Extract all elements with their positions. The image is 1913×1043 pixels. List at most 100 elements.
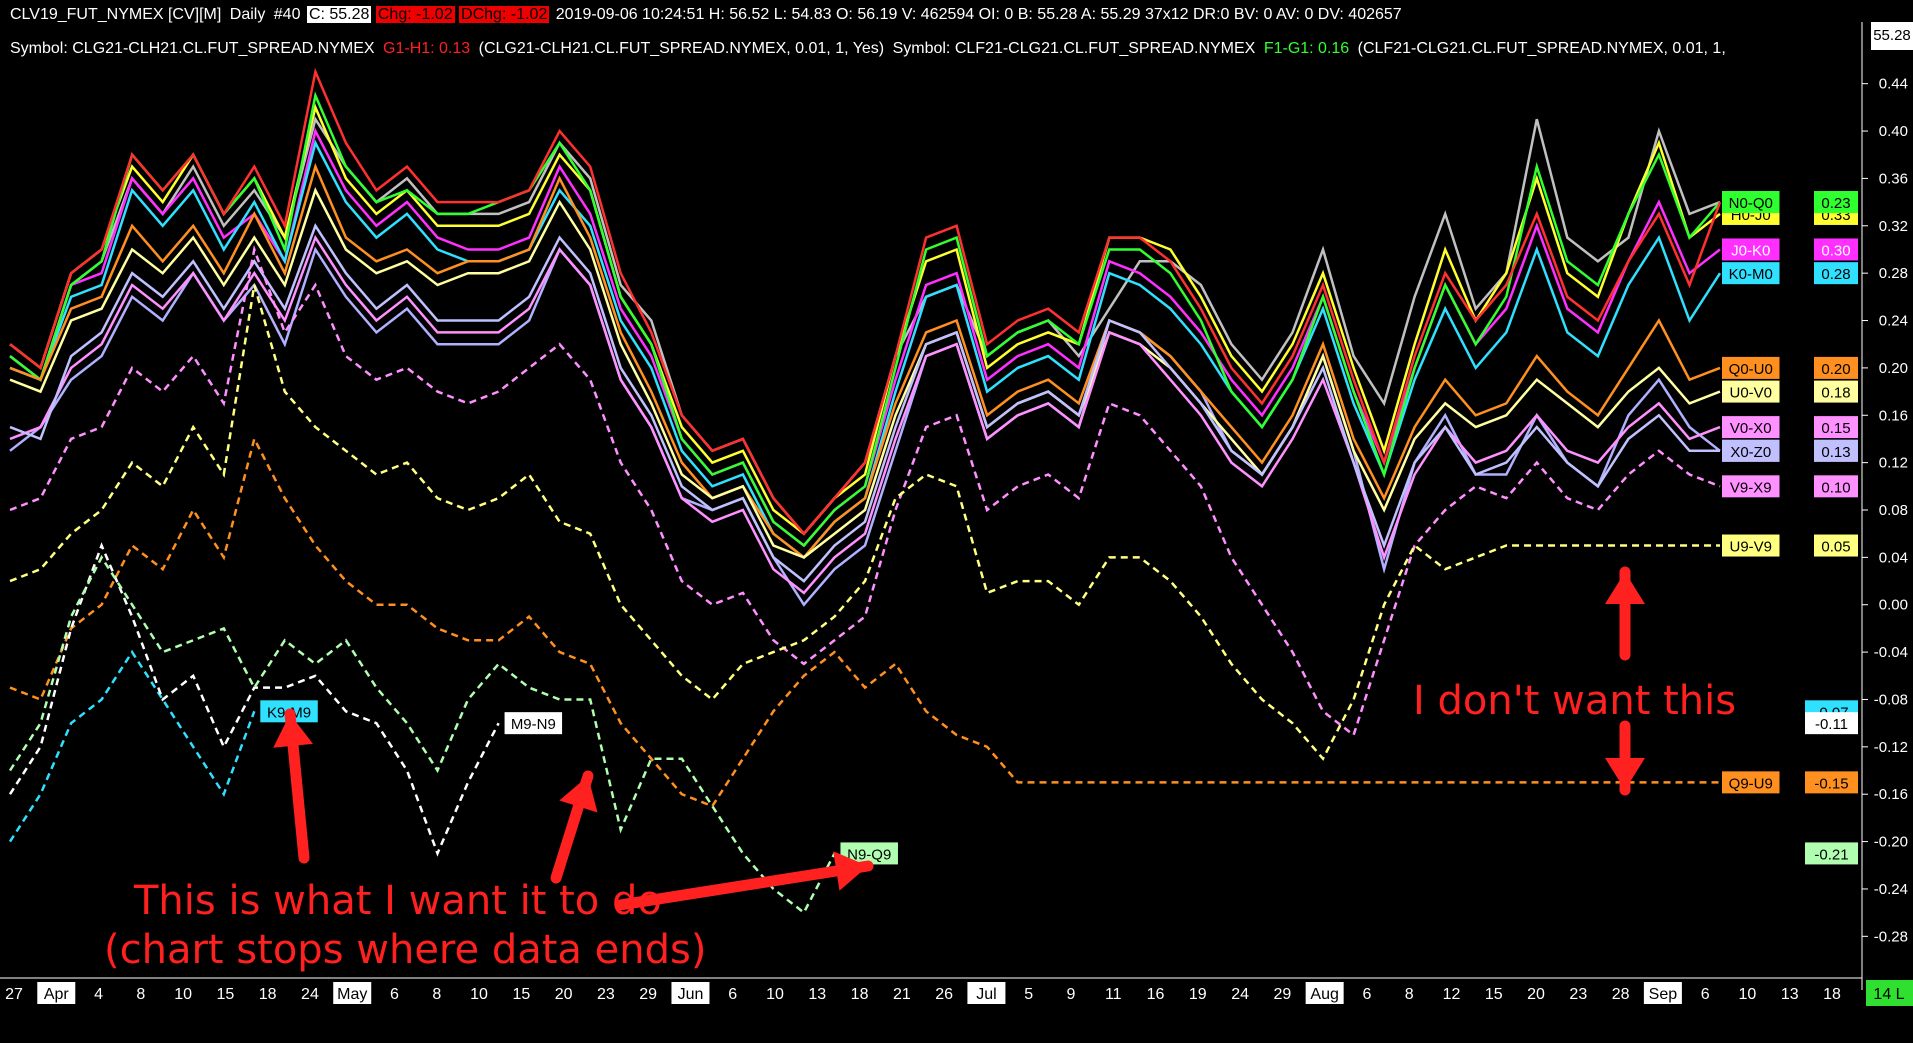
arrow-up-u9-head bbox=[1605, 572, 1645, 604]
series-value-bg bbox=[1814, 356, 1858, 379]
y-tick-label: 0.12 bbox=[1879, 455, 1908, 472]
series-value-k0-m0: 0.28 bbox=[1821, 266, 1850, 283]
y-tick-label: -0.08 bbox=[1874, 691, 1908, 708]
x-tick-label: 13 bbox=[808, 986, 826, 1003]
arrow-down-q9-head bbox=[1605, 758, 1645, 790]
series-tag-bg bbox=[1722, 380, 1780, 403]
series-tag-bg bbox=[1722, 262, 1780, 285]
bottom-right-badge bbox=[1866, 980, 1913, 1006]
x-tick-label: 10 bbox=[470, 986, 488, 1003]
series-value-n9-q9: -0.21 bbox=[1814, 846, 1848, 863]
series-tag-k0-m0: K0-M0 bbox=[1729, 266, 1773, 283]
series-line-x0-z0 bbox=[9, 223, 1720, 583]
date-axis: 27 Apr 4 8 10 15 18 24 May 6 8 10 15 20 23 29 Jun 6 10 13 18… bbox=[0, 977, 1913, 1006]
x-tick-label: 9 bbox=[1067, 986, 1076, 1003]
series-value-bg bbox=[1805, 712, 1858, 735]
series-line-v9-x9 bbox=[9, 244, 1721, 738]
y-tick-label: 0.40 bbox=[1879, 123, 1908, 140]
series-tag-u0-v0: U0-V0 bbox=[1729, 385, 1772, 402]
header-line-2: Symbol: CLG21-CLH21.CL.FUT_SPREAD.NYMEX … bbox=[8, 40, 1728, 58]
series-value-bg bbox=[1814, 534, 1858, 557]
series-tag-n0-q0: N0-Q0 bbox=[1729, 195, 1773, 212]
series-tag-x0-z0: X0-Z0 bbox=[1730, 444, 1771, 461]
series-tag-bg bbox=[840, 842, 898, 865]
x-tick-label: May bbox=[337, 986, 367, 1003]
header-symbol: CLV19_FUT_NYMEX [CV][M] bbox=[10, 6, 222, 23]
y-tick-label: -0.12 bbox=[1874, 739, 1908, 756]
series-value-j0-k0: 0.30 bbox=[1821, 242, 1850, 259]
series-line-n9-q9 bbox=[8, 554, 836, 915]
annotation-want: This is what I want it to do bbox=[133, 878, 662, 924]
series-tag-bg bbox=[1722, 238, 1780, 261]
x-tick-label: 6 bbox=[1701, 986, 1710, 1003]
header-period: Daily bbox=[229, 6, 266, 23]
header-value-2: F1-G1: 0.16 bbox=[1263, 40, 1350, 57]
series-value-bg bbox=[1814, 439, 1858, 462]
x-tick-label: 21 bbox=[893, 986, 911, 1003]
annotations: This is what I want it to do(chart stops… bbox=[104, 566, 1736, 973]
annotation-stops: (chart stops where data ends) bbox=[104, 927, 706, 973]
x-tick-label: 6 bbox=[728, 986, 737, 1003]
x-tick-label: 15 bbox=[512, 986, 530, 1003]
x-tick-label: 29 bbox=[1273, 986, 1291, 1003]
header-stats: 2019-09-06 10:24:51 H: 56.52 L: 54.83 O:… bbox=[555, 6, 1402, 23]
header-dchg: DChg: -1.02 bbox=[459, 6, 550, 23]
series-value-bg bbox=[1805, 842, 1858, 865]
x-tick-label: 8 bbox=[136, 986, 145, 1003]
series-line-x9-z9 bbox=[9, 246, 1721, 607]
series-line-u9-v9 bbox=[9, 284, 1720, 761]
y-tick-label: 0.00 bbox=[1879, 597, 1908, 614]
series-line-f1-g1 bbox=[9, 67, 1722, 536]
series-tag-bg bbox=[1722, 475, 1780, 498]
series-value-bg bbox=[1814, 475, 1858, 498]
header-bar: #40 bbox=[273, 6, 301, 23]
x-tick-label: 23 bbox=[1569, 986, 1587, 1003]
x-tick-label: Aug bbox=[1310, 986, 1338, 1003]
series-value-x0-z0: 0.13 bbox=[1821, 444, 1850, 461]
series-tag-bg bbox=[1722, 439, 1780, 462]
x-tick-label: 18 bbox=[851, 986, 869, 1003]
y-tick-label: -0.28 bbox=[1874, 928, 1908, 945]
x-tick-label: 10 bbox=[174, 986, 192, 1003]
x-tick-label: 5 bbox=[1024, 986, 1033, 1003]
header-params-1: (CLG21-CLH21.CL.FUT_SPREAD.NYMEX, 0.01, … bbox=[478, 40, 885, 57]
header-symbol-2: Symbol: CLF21-CLG21.CL.FUT_SPREAD.NYMEX bbox=[892, 40, 1256, 57]
x-tick-label: 15 bbox=[1485, 986, 1503, 1003]
series-line-v0-x0 bbox=[9, 234, 1721, 595]
series-value-q0-u0: 0.20 bbox=[1821, 361, 1850, 378]
x-tick-label: Sep bbox=[1649, 986, 1678, 1003]
header-line-1: CLV19_FUT_NYMEX [CV][M] Daily #40 C: 55.… bbox=[8, 6, 1404, 24]
x-tick-label: 12 bbox=[1443, 986, 1461, 1003]
series-line-k9-m9 bbox=[8, 649, 256, 843]
y-tick-label: -0.16 bbox=[1874, 786, 1908, 803]
x-tick-label: 18 bbox=[259, 986, 277, 1003]
y-tick-label: 0.08 bbox=[1879, 502, 1908, 519]
x-tick-label: Jul bbox=[976, 986, 996, 1003]
x-tick-label: 16 bbox=[1147, 986, 1165, 1003]
series-tag-j0-k0: J0-K0 bbox=[1731, 242, 1770, 259]
x-tick-label: 20 bbox=[555, 986, 573, 1003]
series-tag-q9-u9: Q9-U9 bbox=[1729, 775, 1773, 792]
series-value-bg bbox=[1814, 238, 1858, 261]
x-tick-label: 10 bbox=[766, 986, 784, 1003]
series-tag-v0-x0: V0-X0 bbox=[1730, 420, 1772, 437]
series-value-u0-v0: 0.18 bbox=[1821, 385, 1850, 402]
y-tick-label: -0.20 bbox=[1874, 834, 1908, 851]
x-tick-label: 8 bbox=[432, 986, 441, 1003]
y-tick-label: 0.28 bbox=[1879, 265, 1908, 282]
y-tick-label: 0.20 bbox=[1879, 360, 1908, 377]
last-price-box: 55.28 bbox=[1871, 22, 1913, 50]
x-tick-label: 28 bbox=[1612, 986, 1630, 1003]
header-close: C: 55.28 bbox=[306, 6, 372, 23]
series-tag-bg bbox=[1722, 534, 1780, 557]
month-label-bg bbox=[333, 982, 372, 1004]
series-value-bg bbox=[1814, 416, 1858, 439]
series-tag-q0-u0: Q0-U0 bbox=[1729, 361, 1773, 378]
series-tag-u9-v9: U9-V9 bbox=[1729, 539, 1772, 556]
x-tick-label: Jun bbox=[678, 986, 704, 1003]
series-value-u9-v9: 0.05 bbox=[1821, 539, 1850, 556]
y-tick-label: -0.04 bbox=[1874, 644, 1908, 661]
arrow-to-n9-shaft bbox=[614, 860, 874, 911]
x-tick-label: 18 bbox=[1823, 986, 1841, 1003]
